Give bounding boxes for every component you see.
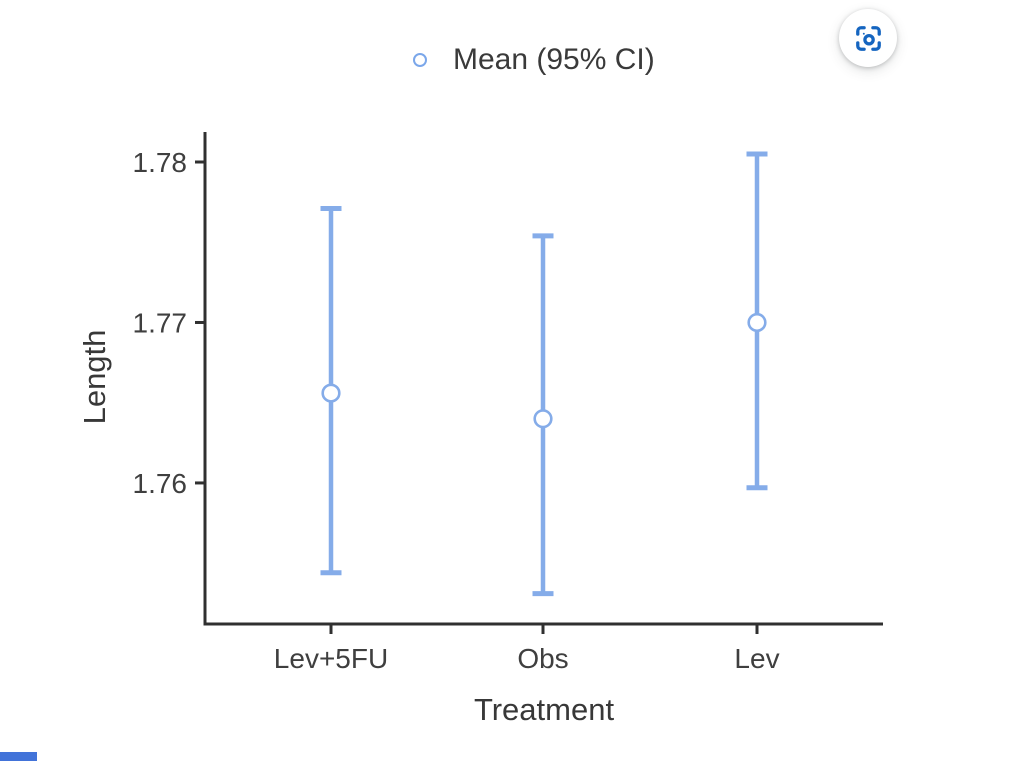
y-axis-title: Length: [77, 329, 112, 425]
y-tick-label: 1.77: [133, 307, 188, 338]
y-axis: 1.78 1.77 1.76: [133, 132, 207, 626]
error-bar[interactable]: [532, 233, 554, 597]
y-tick-label: 1.76: [133, 468, 188, 499]
open-circle-icon: [413, 53, 427, 67]
legend[interactable]: Mean (95% CI): [413, 41, 655, 79]
page-loading-bar: [0, 752, 37, 761]
x-tick-label: Obs: [517, 643, 568, 674]
camera-capture-icon: [855, 25, 881, 51]
error-bar[interactable]: [746, 151, 768, 491]
legend-label: Mean (95% CI): [453, 43, 655, 76]
x-axis: Lev+5FU Obs Lev: [203, 622, 883, 674]
error-bar[interactable]: [320, 206, 342, 576]
x-axis-title: Treatment: [473, 692, 615, 727]
x-tick-label: Lev: [734, 643, 779, 674]
mean-marker[interactable]: [747, 312, 767, 333]
screenshot-button[interactable]: [839, 9, 897, 67]
mean-marker[interactable]: [533, 409, 553, 429]
y-tick-label: 1.78: [133, 147, 188, 178]
mean-marker[interactable]: [321, 383, 341, 403]
x-tick-label: Lev+5FU: [274, 643, 388, 674]
